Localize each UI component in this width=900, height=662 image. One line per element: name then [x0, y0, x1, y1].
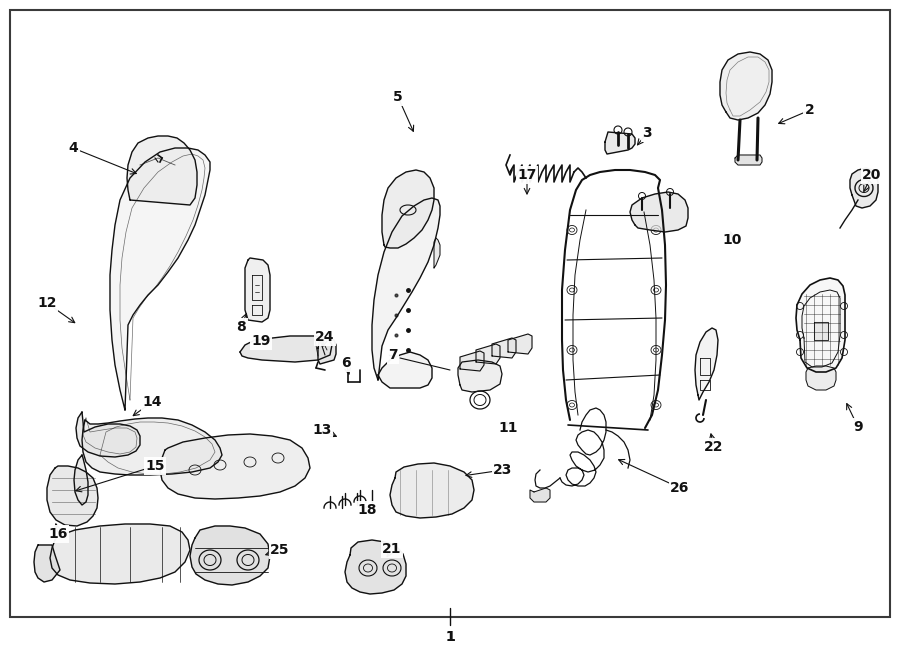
Polygon shape — [814, 322, 828, 340]
Polygon shape — [460, 351, 484, 371]
Text: 11: 11 — [499, 421, 517, 435]
Polygon shape — [245, 258, 270, 322]
Polygon shape — [160, 434, 310, 499]
Text: 15: 15 — [145, 459, 165, 473]
Text: 17: 17 — [518, 168, 536, 182]
Polygon shape — [476, 344, 500, 364]
Text: 8: 8 — [236, 320, 246, 334]
Polygon shape — [796, 278, 845, 372]
Text: 26: 26 — [670, 481, 689, 495]
Text: 1: 1 — [446, 630, 454, 644]
Text: 9: 9 — [853, 420, 863, 434]
Polygon shape — [190, 526, 270, 585]
Polygon shape — [720, 52, 772, 120]
Polygon shape — [492, 338, 516, 358]
Text: 6: 6 — [341, 356, 351, 370]
Polygon shape — [76, 412, 140, 457]
Polygon shape — [127, 136, 197, 205]
Polygon shape — [458, 360, 502, 392]
Polygon shape — [47, 466, 98, 526]
Polygon shape — [605, 132, 635, 154]
Polygon shape — [82, 418, 222, 475]
Text: 7: 7 — [388, 348, 398, 362]
Polygon shape — [74, 455, 88, 505]
Polygon shape — [110, 148, 210, 410]
Text: 13: 13 — [312, 423, 332, 437]
Polygon shape — [390, 463, 474, 518]
Polygon shape — [695, 328, 718, 400]
Text: 19: 19 — [251, 334, 271, 348]
Polygon shape — [434, 238, 440, 268]
Text: 16: 16 — [49, 527, 68, 541]
Text: 3: 3 — [643, 126, 652, 140]
Polygon shape — [806, 366, 836, 390]
Text: 25: 25 — [270, 543, 290, 557]
Text: 5: 5 — [393, 90, 403, 104]
Polygon shape — [240, 336, 332, 362]
Polygon shape — [530, 488, 550, 502]
Polygon shape — [378, 352, 432, 388]
Polygon shape — [850, 168, 878, 208]
Text: 23: 23 — [493, 463, 513, 477]
Text: 20: 20 — [862, 168, 882, 182]
Polygon shape — [382, 170, 434, 248]
Polygon shape — [318, 338, 336, 364]
Text: 24: 24 — [315, 330, 335, 344]
Text: 2: 2 — [806, 103, 814, 117]
Polygon shape — [345, 540, 406, 594]
Text: 21: 21 — [382, 542, 401, 556]
Text: 4: 4 — [68, 141, 78, 155]
Text: 22: 22 — [704, 440, 724, 454]
Text: 1: 1 — [446, 630, 454, 644]
Polygon shape — [50, 524, 190, 584]
Polygon shape — [508, 334, 532, 354]
Polygon shape — [630, 192, 688, 232]
Polygon shape — [735, 155, 762, 165]
Text: 18: 18 — [357, 503, 377, 517]
Text: 12: 12 — [37, 296, 57, 310]
Polygon shape — [34, 545, 60, 582]
Text: 14: 14 — [142, 395, 162, 409]
Text: 10: 10 — [723, 233, 742, 247]
Polygon shape — [372, 198, 440, 380]
